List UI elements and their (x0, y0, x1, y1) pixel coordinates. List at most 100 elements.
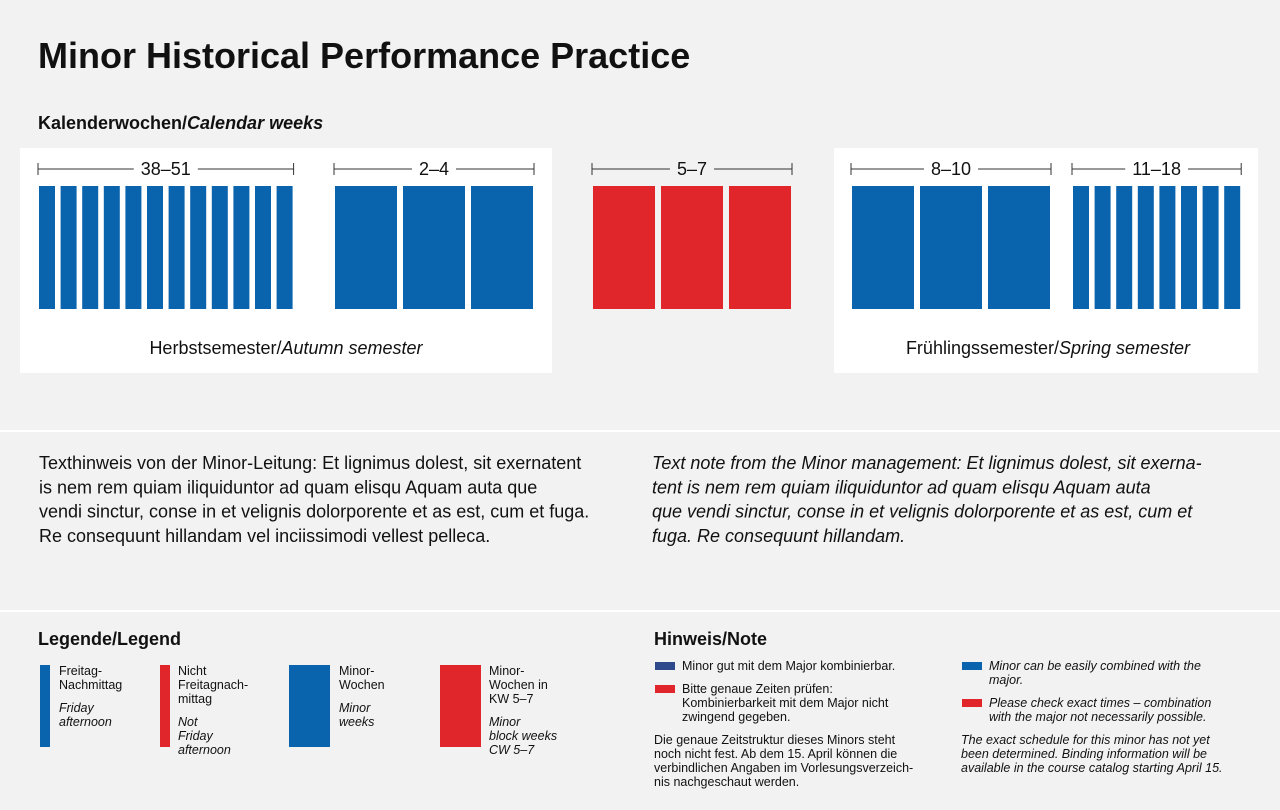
week-bar (168, 186, 185, 309)
week-bar (403, 186, 465, 309)
week-bar (125, 186, 142, 309)
week-bar (276, 186, 293, 309)
week-bar (1137, 186, 1154, 309)
text-line: nis nachgeschaut werden. (654, 775, 799, 789)
text-line: Kombinierbarkeit mit dem Major nicht (682, 696, 889, 710)
week-bar (255, 186, 271, 309)
note-swatch (655, 662, 675, 670)
text-line: Nachmittag (59, 678, 122, 692)
text-line: is nem rem quiam iliquiduntor ad quam el… (39, 477, 537, 497)
week-bar (593, 186, 655, 309)
week-bar (147, 186, 163, 309)
week-bar (1094, 186, 1111, 309)
page-title: Minor Historical Performance Practice (38, 35, 690, 76)
week-bar (39, 186, 55, 309)
text-line: Bitte genaue Zeiten prüfen: (682, 682, 833, 696)
text-line: Minor can be easily combined with the (989, 659, 1201, 673)
semester-en: Autumn semester (280, 338, 423, 358)
semester-de: Frühlingssemester/ (906, 338, 1059, 358)
week-bar (471, 186, 533, 309)
range-label: 2–4 (419, 159, 449, 179)
text-line: Freitag- (59, 664, 102, 678)
note-swatch (962, 699, 982, 707)
text-line: que vendi sinctur, conse in et velignis … (652, 502, 1193, 522)
range-label-bg (923, 158, 979, 180)
text-line: KW 5–7 (489, 692, 534, 706)
range-label-bg (669, 158, 715, 180)
range-label: 8–10 (931, 159, 971, 179)
text-line: Not (178, 715, 198, 729)
range-label: 5–7 (677, 159, 707, 179)
week-bar (1073, 186, 1089, 309)
text-line: block weeks (489, 729, 557, 743)
note-title: Hinweis/Note (654, 629, 767, 649)
week-bar (211, 186, 228, 309)
week-bar (1159, 186, 1176, 309)
range-label: 11–18 (1132, 159, 1181, 179)
text-line: The exact schedule for this minor has no… (961, 733, 1210, 747)
text-line: fuga. Re consequunt hillandam. (652, 526, 905, 546)
text-line: Minor- (339, 664, 374, 678)
legend-swatch (40, 665, 50, 747)
text-line: Wochen (339, 678, 385, 692)
text-line: major. (989, 673, 1023, 687)
range-label-bg (1125, 158, 1188, 180)
week-bar (1224, 186, 1241, 309)
week-bar (1202, 186, 1219, 309)
week-bar (233, 186, 250, 309)
week-bar (82, 186, 99, 309)
text-line: afternoon (178, 743, 231, 757)
text-line: Friday (178, 729, 213, 743)
text-line: Minor (489, 715, 521, 729)
week-bar (729, 186, 791, 309)
text-line: Please check exact times – combination (989, 696, 1211, 710)
text-line: afternoon (59, 715, 112, 729)
text-line: Minor (339, 701, 371, 715)
week-bar (661, 186, 723, 309)
week-bar (1181, 186, 1197, 309)
week-bar (335, 186, 397, 309)
range-label: 38–51 (141, 159, 191, 179)
text-line: Wochen in (489, 678, 548, 692)
calendar-heading: Kalenderwochen/Calendar weeks (38, 113, 323, 133)
text-line: noch nicht fest. Ab dem 15. April können… (654, 747, 897, 761)
week-bar (103, 186, 120, 309)
week-bar (60, 186, 77, 309)
legend-title: Legende/Legend (38, 629, 181, 649)
text-line: weeks (339, 715, 374, 729)
week-bar (852, 186, 914, 309)
text-line: been determined. Binding information wil… (961, 747, 1207, 761)
week-bar (988, 186, 1050, 309)
semester-en: Spring semester (1059, 338, 1191, 358)
text-line: CW 5–7 (489, 743, 535, 757)
text-line: Nicht (178, 664, 207, 678)
text-line: vendi sinctur, conse in et velignis dolo… (39, 502, 589, 522)
week-bar (920, 186, 982, 309)
note-swatch (655, 685, 675, 693)
text-line: mittag (178, 692, 212, 706)
text-line: available in the course catalog starting… (961, 761, 1223, 775)
semester-de: Herbstsemester/ (149, 338, 281, 358)
text-line: Re consequunt hillandam vel inciissimodi… (39, 526, 490, 546)
text-line: tent is nem rem quiam iliquiduntor ad qu… (652, 477, 1151, 497)
text-line: Die genaue Zeitstruktur dieses Minors st… (654, 733, 896, 747)
heading-en: Calendar weeks (187, 113, 323, 133)
legend-swatch (160, 665, 170, 747)
text-line: Minor- (489, 664, 524, 678)
text-line: Friday (59, 701, 94, 715)
content: 38–51 2–4 5–7 8–10 11–18 Texthinweis von der … (37, 158, 1242, 789)
text-line: Minor gut mit dem Major kombinierbar. (682, 659, 895, 673)
week-bar (1116, 186, 1133, 309)
text-line: Freitagnach- (178, 678, 248, 692)
heading-de: Kalenderwochen/ (38, 113, 187, 133)
legend-swatch (289, 665, 330, 747)
text-line: Texthinweis von der Minor-Leitung: Et li… (39, 453, 581, 473)
semester-label: Frühlingssemester/Spring semester (906, 338, 1191, 358)
range-label-bg (411, 158, 457, 180)
semester-label: Herbstsemester/Autumn semester (149, 338, 423, 358)
text-line: with the major not necessarily possible. (989, 710, 1206, 724)
text-line: Text note from the Minor management: Et … (652, 453, 1202, 473)
text-line: zwingend gegeben. (682, 710, 790, 724)
